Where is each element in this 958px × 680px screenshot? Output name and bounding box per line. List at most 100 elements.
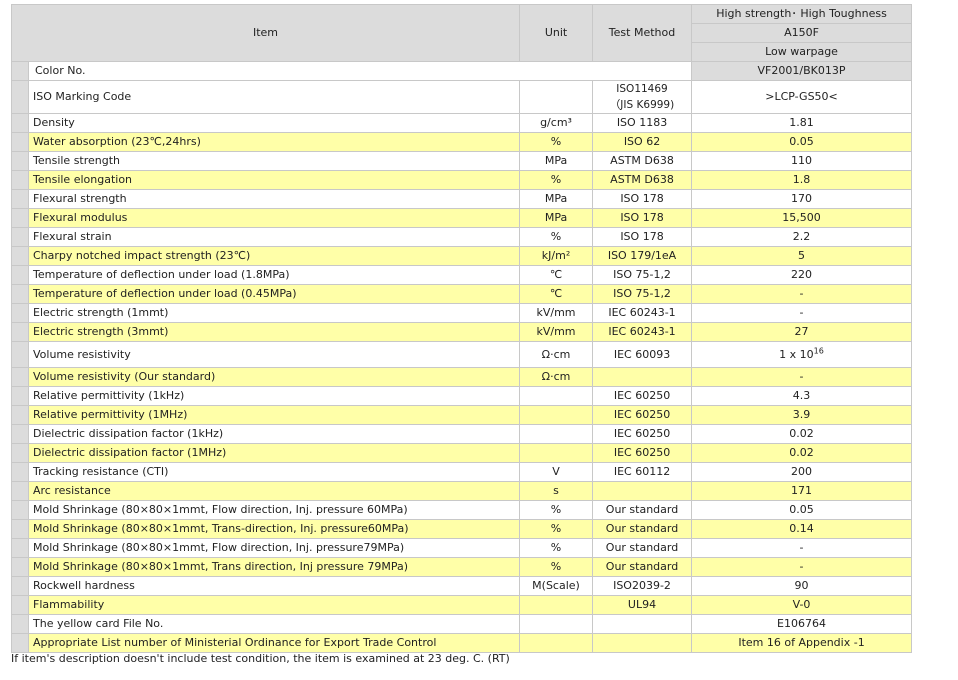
property-test-method: ISO 75-1,2: [592, 284, 693, 304]
property-test-method: ISO 179/1eA: [592, 246, 693, 266]
property-value: 2.2: [691, 227, 913, 247]
table-row: Arc resistance s 171: [11, 481, 913, 501]
property-value: 3.9: [691, 405, 913, 425]
row-gutter: [11, 189, 29, 209]
color-no-value: VF2001/BK013P: [691, 61, 913, 81]
property-test-method: IEC 60250: [592, 424, 693, 444]
property-name: Rockwell hardness: [27, 576, 521, 596]
volume-resistivity-base: 1 x 10: [779, 347, 814, 361]
table-row: Flammability UL94 V-0: [11, 595, 913, 615]
table-row: Tensile elongation% ASTM D638 1.8: [11, 170, 913, 190]
table-row: Appropriate List number of Ministerial O…: [11, 633, 913, 653]
row-gutter: [11, 208, 29, 228]
property-name: Volume resistivity: [27, 341, 521, 368]
item-column-header: Item: [10, 4, 521, 62]
property-test-method: [592, 633, 693, 653]
property-name: Tensile strength: [27, 151, 521, 171]
property-value: 0.05: [691, 132, 913, 152]
property-name: Flexural strength: [27, 189, 521, 209]
property-unit: g/cm³: [519, 113, 594, 133]
property-value: 15,500: [691, 208, 913, 228]
iso-marking-method-line1: ISO11469: [616, 83, 668, 95]
property-unit: [519, 386, 594, 406]
row-gutter: [11, 61, 29, 81]
property-name: Water absorption (23℃,24hrs): [27, 132, 521, 152]
property-test-method: UL94: [592, 595, 693, 615]
iso-marking-unit: [519, 80, 594, 114]
property-unit: [519, 405, 594, 425]
table-row: Relative permittivity (1kHz) IEC 60250 4.3: [11, 386, 913, 406]
row-gutter: [11, 443, 29, 463]
row-gutter: [11, 386, 29, 406]
property-value: E106764: [691, 614, 913, 634]
table-row: Temperature of deflection under load (0.…: [11, 284, 913, 304]
row-gutter: [11, 367, 29, 387]
table-row: Mold Shrinkage (80×80×1mmt, Flow directi…: [11, 538, 913, 558]
property-value: -: [691, 538, 913, 558]
property-name: Appropriate List number of Ministerial O…: [27, 633, 521, 653]
property-unit: kV/mm: [519, 303, 594, 323]
property-value: Item 16 of Appendix -1: [691, 633, 913, 653]
row-gutter: [11, 80, 29, 114]
property-unit: kJ/m²: [519, 246, 594, 266]
row-gutter: [11, 519, 29, 539]
property-name: Tensile elongation: [27, 170, 521, 190]
table-row: Tracking resistance (CTI) V IEC 60112 200: [11, 462, 913, 482]
iso-marking-method-line2: （JIS K6999): [609, 99, 675, 111]
property-unit: [519, 633, 594, 653]
property-name: The yellow card File No.: [27, 614, 521, 634]
property-name: Dielectric dissipation factor (1kHz): [27, 424, 521, 444]
property-value: -: [691, 284, 913, 304]
property-name: Relative permittivity (1kHz): [27, 386, 521, 406]
property-unit: MPa: [519, 151, 594, 171]
property-name: Arc resistance: [27, 481, 521, 501]
table-row: Flexural strength MPa ISO 178 170: [11, 189, 913, 209]
property-value: 0.14: [691, 519, 913, 539]
property-unit: %: [519, 227, 594, 247]
row-gutter: [11, 557, 29, 577]
property-test-method: ISO 75-1,2: [592, 265, 693, 285]
property-test-method: IEC 60250: [592, 386, 693, 406]
property-test-method: Our standard: [592, 519, 693, 539]
property-value: -: [691, 557, 913, 577]
property-unit: [519, 443, 594, 463]
property-unit: %: [519, 557, 594, 577]
table-row: Dielectric dissipation factor (1kHz) IEC …: [11, 424, 913, 444]
row-gutter: [11, 462, 29, 482]
property-value: 0.02: [691, 424, 913, 444]
property-unit: Ω·cm: [519, 367, 594, 387]
row-gutter: [11, 265, 29, 285]
property-value: V-0: [691, 595, 913, 615]
property-name: Flammability: [27, 595, 521, 615]
property-unit: [519, 424, 594, 444]
table-row: Electric strength (3mmt) kV/mm IEC 60243-1…: [11, 322, 913, 342]
property-test-method: IEC 60093: [592, 341, 693, 368]
property-name: Density: [27, 113, 521, 133]
property-name: Dielectric dissipation factor (1MHz): [27, 443, 521, 463]
property-value: 4.3: [691, 386, 913, 406]
property-name: Relative permittivity (1MHz): [27, 405, 521, 425]
row-gutter: [11, 576, 29, 596]
row-gutter: [11, 614, 29, 634]
grade-feature-header: Low warpage: [691, 42, 913, 62]
property-name: Mold Shrinkage (80×80×1mmt, Flow directi…: [27, 500, 521, 520]
property-name: Mold Shrinkage (80×80×1mmt, Trans-direct…: [27, 519, 521, 539]
property-test-method: IEC 60112: [592, 462, 693, 482]
property-value: -: [691, 367, 913, 387]
grade-name-header: A150F: [691, 23, 913, 43]
property-test-method: ISO 178: [592, 227, 693, 247]
row-gutter: [11, 481, 29, 501]
property-name: Mold Shrinkage (80×80×1mmt, Trans direct…: [27, 557, 521, 577]
iso-marking-row: ISO Marking Code ISO11469 （JIS K6999) >L…: [11, 80, 913, 114]
test-method-column-header: Test Method: [592, 4, 693, 62]
property-name: Mold Shrinkage (80×80×1mmt, Flow directi…: [27, 538, 521, 558]
row-gutter: [11, 424, 29, 444]
volume-resistivity-exponent: 16: [813, 345, 824, 355]
table-row: Density g/cm³ ISO 1183 1.81: [11, 113, 913, 133]
property-test-method: ISO 62: [592, 132, 693, 152]
property-unit: %: [519, 170, 594, 190]
iso-marking-method: ISO11469 （JIS K6999): [592, 80, 693, 114]
table-row: Charpy notched impact strength (23℃) kJ/m…: [11, 246, 913, 266]
row-gutter: [11, 132, 29, 152]
row-gutter: [11, 113, 29, 133]
